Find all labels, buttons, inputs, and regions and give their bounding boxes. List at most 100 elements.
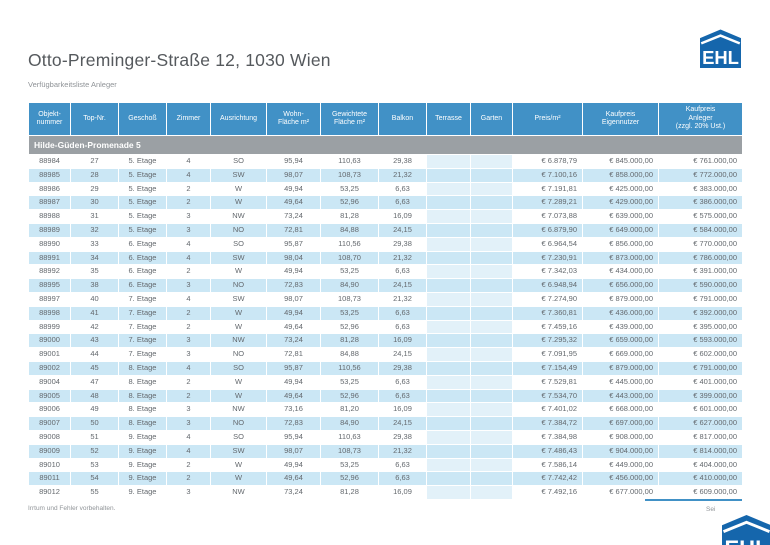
cell-balkon: 6,63 [378, 264, 427, 280]
cell-kaufpreis-anleger: € 383.000,00 [658, 182, 743, 197]
cell-preis-m2: € 7.191,81 [512, 182, 583, 197]
cell-preis-m2: € 6.948,94 [512, 278, 583, 293]
table-row: 88985 28 5. Etage 4 SW 98,07 108,73 21,32 € 7.10… [28, 168, 743, 183]
cell-gewichtete-flaeche: 108,70 [320, 251, 379, 266]
cell-wohnflaeche: 72,83 [266, 416, 321, 431]
cell-ausrichtung: W [210, 458, 267, 473]
cell-geschoss: 5. Etage [118, 182, 167, 197]
cell-zimmer: 2 [166, 471, 211, 487]
table-header-row: Objekt- nummer Top-Nr. Geschoß Zimmer Ausric… [28, 101, 743, 136]
cell-top-nr: 42 [70, 320, 119, 335]
cell-geschoss: 9. Etage [118, 471, 167, 487]
cell-geschoss: 6. Etage [118, 278, 167, 293]
cell-kaufpreis-eigennutzer: € 434.000,00 [582, 264, 659, 280]
cell-garten [470, 168, 513, 183]
cell-wohnflaeche: 72,81 [266, 347, 321, 362]
cell-gewichtete-flaeche: 81,28 [320, 333, 379, 349]
cell-top-nr: 38 [70, 278, 119, 293]
cell-balkon: 24,15 [378, 223, 427, 238]
table-row: 88992 35 6. Etage 2 W 49,94 53,25 6,63 € 7.342,0… [28, 264, 743, 280]
table-row: 88999 42 7. Etage 2 W 49,64 52,96 6,63 € 7.459,1… [28, 320, 743, 335]
cell-kaufpreis-anleger: € 575.000,00 [658, 209, 743, 224]
cell-gewichtete-flaeche: 81,28 [320, 485, 379, 500]
cell-objektnummer: 88985 [28, 168, 71, 183]
cell-kaufpreis-eigennutzer: € 649.000,00 [582, 223, 659, 238]
cell-terrasse [426, 292, 471, 307]
cell-garten [470, 333, 513, 349]
cell-wohnflaeche: 49,94 [266, 182, 321, 197]
cell-wohnflaeche: 49,64 [266, 195, 321, 211]
cell-zimmer: 2 [166, 320, 211, 335]
table-row: 88990 33 6. Etage 4 SO 95,87 110,56 29,38 € 6.96… [28, 237, 743, 252]
cell-balkon: 6,63 [378, 195, 427, 211]
cell-wohnflaeche: 49,64 [266, 471, 321, 487]
cell-top-nr: 47 [70, 375, 119, 390]
cell-balkon: 29,38 [378, 154, 427, 169]
cell-terrasse [426, 471, 471, 487]
cell-balkon: 6,63 [378, 471, 427, 487]
cell-zimmer: 2 [166, 182, 211, 197]
cell-ausrichtung: NW [210, 333, 267, 349]
table-row: 89006 49 8. Etage 3 NW 73,16 81,20 16,09 € 7.401… [28, 402, 743, 418]
cell-ausrichtung: W [210, 375, 267, 390]
cell-preis-m2: € 6.879,90 [512, 223, 583, 238]
cell-top-nr: 43 [70, 333, 119, 349]
cell-ausrichtung: SW [210, 168, 267, 183]
cell-zimmer: 3 [166, 223, 211, 238]
cell-objektnummer: 88986 [28, 182, 71, 197]
cell-preis-m2: € 7.295,32 [512, 333, 583, 349]
column-header-balkon: Balkon [378, 101, 427, 136]
cell-geschoss: 9. Etage [118, 485, 167, 500]
cell-terrasse [426, 444, 471, 459]
cell-geschoss: 5. Etage [118, 209, 167, 224]
cell-top-nr: 52 [70, 444, 119, 459]
cell-gewichtete-flaeche: 84,90 [320, 416, 379, 431]
cell-gewichtete-flaeche: 53,25 [320, 375, 379, 390]
cell-preis-m2: € 7.401,02 [512, 402, 583, 418]
cell-objektnummer: 88989 [28, 223, 71, 238]
table-row: 89009 52 9. Etage 4 SW 98,07 108,73 21,32 € 7.48… [28, 444, 743, 459]
cell-objektnummer: 88987 [28, 195, 71, 211]
cell-top-nr: 45 [70, 361, 119, 376]
cell-kaufpreis-eigennutzer: € 425.000,00 [582, 182, 659, 197]
cell-geschoss: 7. Etage [118, 333, 167, 349]
cell-balkon: 24,15 [378, 278, 427, 293]
column-header-kaufpreis-eigennutzer: Kaufpreis Eigennutzer [582, 101, 659, 136]
table-row: 89001 44 7. Etage 3 NO 72,81 84,88 24,15 € 7.091… [28, 347, 743, 362]
cell-top-nr: 33 [70, 237, 119, 252]
column-header-gewichtete-flaeche: Gewichtete Fläche m² [320, 101, 379, 136]
cell-kaufpreis-eigennutzer: € 856.000,00 [582, 237, 659, 252]
cell-balkon: 21,32 [378, 168, 427, 183]
cell-geschoss: 8. Etage [118, 402, 167, 418]
cell-kaufpreis-anleger: € 814.000,00 [658, 444, 743, 459]
cell-zimmer: 2 [166, 389, 211, 404]
cell-balkon: 29,38 [378, 430, 427, 445]
cell-balkon: 24,15 [378, 347, 427, 362]
cell-zimmer: 4 [166, 168, 211, 183]
table-row: 89010 53 9. Etage 2 W 49,94 53,25 6,63 € 7.586,1… [28, 458, 743, 473]
cell-gewichtete-flaeche: 53,25 [320, 264, 379, 280]
cell-kaufpreis-eigennutzer: € 439.000,00 [582, 320, 659, 335]
cell-kaufpreis-eigennutzer: € 904.000,00 [582, 444, 659, 459]
cell-gewichtete-flaeche: 53,25 [320, 458, 379, 473]
cell-zimmer: 3 [166, 278, 211, 293]
cell-garten [470, 320, 513, 335]
cell-top-nr: 35 [70, 264, 119, 280]
cell-ausrichtung: SW [210, 292, 267, 307]
cell-balkon: 21,32 [378, 444, 427, 459]
cell-balkon: 21,32 [378, 251, 427, 266]
cell-preis-m2: € 7.492,16 [512, 485, 583, 500]
cell-kaufpreis-anleger: € 627.000,00 [658, 416, 743, 431]
cell-zimmer: 2 [166, 375, 211, 390]
cell-preis-m2: € 7.073,88 [512, 209, 583, 224]
cell-garten [470, 402, 513, 418]
cell-balkon: 24,15 [378, 416, 427, 431]
table-row: 89004 47 8. Etage 2 W 49,94 53,25 6,63 € 7.529,8… [28, 375, 743, 390]
cell-kaufpreis-eigennutzer: € 908.000,00 [582, 430, 659, 445]
cell-kaufpreis-eigennutzer: € 879.000,00 [582, 292, 659, 307]
cell-terrasse [426, 416, 471, 431]
table-row: 89000 43 7. Etage 3 NW 73,24 81,28 16,09 € 7.295… [28, 333, 743, 349]
cell-terrasse [426, 209, 471, 224]
cell-gewichtete-flaeche: 53,25 [320, 306, 379, 321]
cell-ausrichtung: SO [210, 237, 267, 252]
